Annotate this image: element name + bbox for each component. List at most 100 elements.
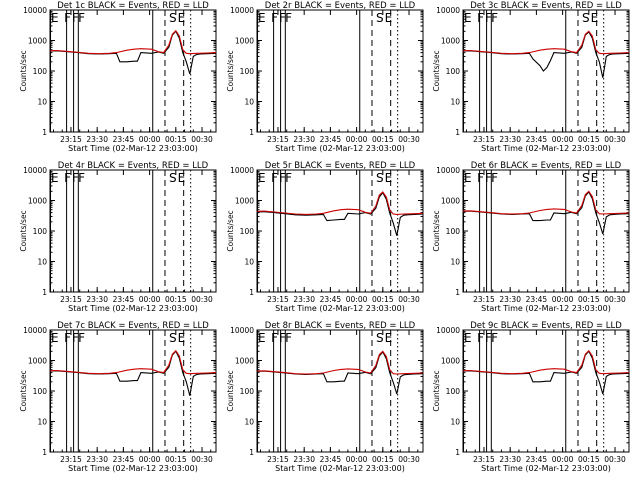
x-tick-label: 23:15: [473, 455, 495, 464]
x-tick-label: 00:30: [398, 295, 420, 304]
y-tick-label: 1000: [441, 357, 460, 366]
y-axis-label: Counts/sec: [19, 370, 28, 411]
marker-letter: F: [279, 11, 286, 25]
marker-letter: F: [285, 331, 292, 345]
x-tick-label: 23:30: [293, 455, 315, 464]
y-tick-label: 10: [244, 258, 254, 267]
x-tick-label: 23:15: [60, 135, 82, 144]
marker-letter: S: [582, 171, 590, 185]
x-tick-label: 00:15: [578, 295, 600, 304]
marker-letter: E: [51, 11, 59, 25]
y-tick-label: 10: [37, 258, 47, 267]
y-tick-label: 1000: [28, 37, 47, 46]
y-tick-label: 1: [455, 128, 460, 137]
marker-letter: E: [258, 171, 266, 185]
marker-letter: S: [169, 11, 177, 25]
x-axis-label: Start Time (02-Mar-12 23:03:00): [275, 144, 405, 153]
marker-letter: E: [385, 11, 393, 25]
y-tick-label: 10000: [230, 166, 254, 175]
marker-letter: E: [178, 171, 186, 185]
events-series-line: [256, 191, 424, 236]
panel-title: Det 3c BLACK = Events, RED = LLD: [470, 1, 622, 11]
y-tick-label: 1000: [28, 197, 47, 206]
marker-letter: F: [485, 11, 492, 25]
marker-letter: S: [582, 11, 590, 25]
marker-letter: S: [376, 11, 384, 25]
x-tick-label: 23:15: [473, 295, 495, 304]
y-axis-label: Counts/sec: [19, 50, 28, 91]
y-tick-label: 1: [455, 448, 460, 457]
marker-letter: F: [285, 171, 292, 185]
y-tick-label: 10: [450, 418, 460, 427]
x-axis-label: Start Time (02-Mar-12 23:03:00): [68, 304, 198, 313]
marker-letter: E: [464, 171, 472, 185]
x-tick-label: 23:15: [60, 455, 82, 464]
marker-letter: E: [178, 331, 186, 345]
marker-letter: E: [51, 331, 59, 345]
marker-letter: F: [477, 11, 484, 25]
y-tick-label: 10000: [230, 326, 254, 335]
x-tick-label: 00:00: [552, 295, 574, 304]
y-tick-label: 100: [33, 227, 48, 236]
x-tick-label: 00:30: [604, 455, 626, 464]
lld-series-line: [49, 29, 217, 55]
panel-title: Det 8r BLACK = Events, RED = LLD: [265, 321, 416, 331]
x-tick-label: 00:00: [346, 295, 368, 304]
marker-letter: F: [78, 331, 85, 345]
marker-letter: E: [51, 171, 59, 185]
marker-letter: F: [279, 171, 286, 185]
y-tick-label: 1: [42, 448, 47, 457]
marker-letter: F: [64, 11, 71, 25]
lld-series-line: [49, 349, 217, 375]
x-tick-label: 23:45: [320, 455, 342, 464]
marker-letter: F: [477, 171, 484, 185]
marker-letter: F: [485, 331, 492, 345]
x-tick-label: 00:30: [191, 295, 213, 304]
x-tick-label: 00:00: [346, 455, 368, 464]
x-tick-label: 00:30: [191, 135, 213, 144]
y-tick-label: 10000: [23, 326, 47, 335]
marker-letter: F: [271, 331, 278, 345]
x-tick-label: 23:30: [293, 135, 315, 144]
x-tick-label: 23:45: [113, 135, 135, 144]
x-tick-label: 00:15: [372, 295, 394, 304]
marker-letter: F: [72, 331, 79, 345]
y-tick-label: 1000: [441, 37, 460, 46]
x-tick-label: 23:15: [60, 295, 82, 304]
y-tick-label: 1000: [235, 357, 254, 366]
marker-letter: E: [258, 331, 266, 345]
y-axis-label: Counts/sec: [226, 370, 235, 411]
x-tick-label: 00:15: [578, 135, 600, 144]
x-tick-label: 00:00: [552, 455, 574, 464]
lld-series-line: [462, 30, 630, 55]
y-tick-label: 1000: [235, 197, 254, 206]
y-tick-label: 100: [240, 227, 255, 236]
marker-letter: E: [385, 331, 393, 345]
y-tick-label: 1000: [28, 357, 47, 366]
x-axis-label: Start Time (02-Mar-12 23:03:00): [275, 304, 405, 313]
lld-series-line: [256, 191, 424, 215]
x-tick-label: 00:00: [139, 135, 161, 144]
x-tick-label: 00:30: [398, 135, 420, 144]
x-tick-label: 23:30: [499, 295, 521, 304]
marker-letter: E: [258, 11, 266, 25]
detector-panel: Det 5r BLACK = Events, RED = LLD 1 10 100 10…: [226, 161, 424, 313]
y-tick-label: 10000: [436, 6, 460, 15]
marker-letter: E: [464, 331, 472, 345]
x-axis-label: Start Time (02-Mar-12 23:03:00): [481, 304, 611, 313]
x-tick-label: 23:45: [526, 455, 548, 464]
marker-letter: F: [271, 11, 278, 25]
events-series-line: [462, 350, 630, 395]
panel-title: Det 2r BLACK = Events, RED = LLD: [265, 1, 416, 11]
y-tick-label: 10000: [23, 6, 47, 15]
x-tick-label: 00:00: [346, 135, 368, 144]
y-tick-label: 100: [33, 67, 48, 76]
marker-letter: E: [464, 11, 472, 25]
marker-letter: F: [64, 171, 71, 185]
x-tick-label: 00:00: [139, 455, 161, 464]
marker-letter: F: [279, 331, 286, 345]
y-tick-label: 1: [249, 448, 254, 457]
marker-letter: F: [485, 171, 492, 185]
y-tick-label: 10: [244, 98, 254, 107]
